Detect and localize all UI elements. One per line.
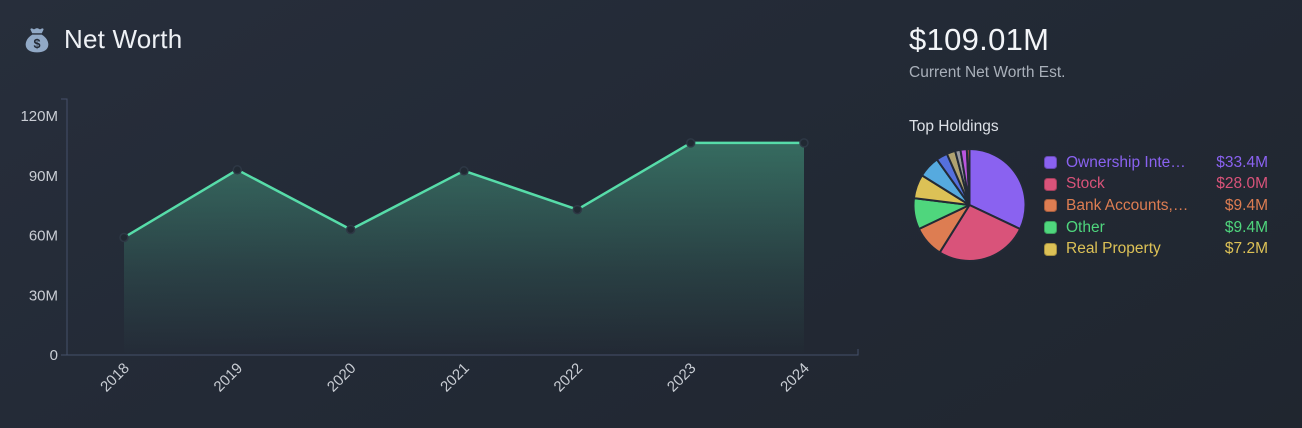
legend-color-chip [1044,156,1057,170]
pie-slice[interactable] [938,204,1022,262]
legend-value: $7.2M [1224,240,1268,258]
data-point-marker[interactable] [572,204,583,215]
data-point-marker[interactable] [459,166,469,176]
legend-label: Real Property [1066,240,1161,258]
net-worth-line-chart[interactable]: 0 30M 60M 90M 120M 2018 2019 2020 2021 2022 2023 20… [0,95,880,428]
x-tick-label: 2021 [437,360,473,396]
y-tick-label: 30M [29,287,58,304]
x-tick-label: 2020 [324,360,360,396]
legend-label: Bank Accounts,… [1066,196,1189,214]
x-tick-label: 2022 [551,360,587,396]
net-worth-value: $109.01M [909,22,1050,57]
legend-color-chip [1044,177,1057,191]
legend-row[interactable]: Real Property $7.2M [1044,238,1268,260]
x-axis-line [67,349,859,356]
legend-row[interactable]: Ownership Inte… $33.4M [1044,152,1268,174]
area-fill [124,142,804,355]
legend-row[interactable]: Bank Accounts,… $9.4M [1044,195,1268,217]
y-tick-label: 0 [50,347,58,364]
y-tick-label: 60M [29,228,58,245]
legend-color-chip [1044,221,1057,235]
y-tick-label: 120M [20,108,58,125]
pie-slice[interactable] [968,148,1027,231]
legend-label: Ownership Inte… [1066,153,1186,171]
holdings-section-title: Top Holdings [909,118,999,135]
svg-text:$: $ [33,36,40,50]
data-point-marker[interactable] [685,138,696,148]
money-bag-icon: $ [25,27,49,52]
header: $ Net Worth [22,24,182,55]
data-point-marker[interactable] [232,165,243,175]
x-tick-label: 2023 [664,360,700,396]
data-point-marker[interactable] [119,232,129,243]
legend-row[interactable]: Stock $28.0M [1044,174,1268,196]
x-tick-label: 2024 [777,360,813,396]
y-axis-line [61,98,68,356]
legend-value: $9.4M [1224,196,1268,214]
net-worth-caption: Current Net Worth Est. [909,64,1066,81]
legend-row[interactable]: Other $9.4M [1044,217,1268,239]
legend-value: $9.4M [1224,218,1268,236]
legend-label: Stock [1066,175,1105,193]
page-title: Net Worth [64,24,183,54]
x-tick-label: 2018 [97,360,133,396]
legend-value: $33.4M [1216,153,1268,171]
legend-value: $28.0M [1216,175,1268,193]
legend-color-chip [1044,199,1057,213]
y-tick-label: 90M [29,168,58,185]
holdings-legend: Ownership Inte… $33.4M Stock $28.0M Bank Acc… [1044,152,1268,260]
x-tick-label: 2019 [211,360,247,396]
pie-slice[interactable] [965,148,971,206]
legend-color-chip [1044,242,1057,256]
data-point-marker[interactable] [799,138,809,148]
data-point-marker[interactable] [345,224,356,235]
holdings-pie-chart[interactable] [905,141,1035,271]
legend-label: Other [1066,218,1105,236]
